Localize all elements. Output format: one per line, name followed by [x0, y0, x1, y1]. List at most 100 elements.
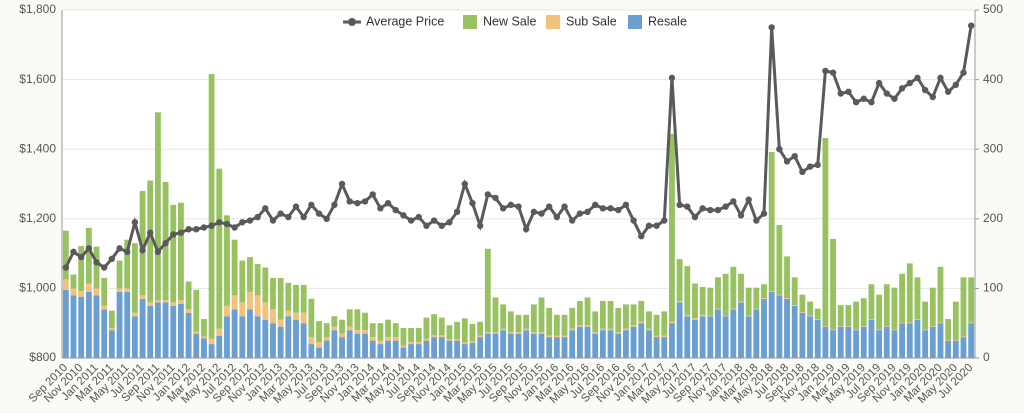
bar: [185, 281, 192, 310]
bar: [929, 326, 936, 358]
bar: [170, 204, 177, 303]
bar: [131, 316, 138, 358]
bar: [354, 333, 361, 358]
y2-tick-label: 400: [983, 72, 1003, 86]
bar: [369, 323, 376, 338]
bar: [715, 309, 721, 358]
bar: [438, 317, 445, 336]
price-point: [300, 213, 307, 221]
bar: [791, 277, 798, 306]
bar: [85, 291, 92, 358]
price-point: [246, 217, 254, 224]
bar: [561, 335, 568, 338]
bar: [768, 291, 775, 358]
bar: [139, 295, 146, 299]
bar: [461, 342, 468, 345]
bar: [599, 300, 606, 329]
price-point: [369, 191, 376, 198]
bar: [669, 133, 675, 322]
bar: [154, 302, 161, 358]
price-point: [392, 206, 399, 214]
bar: [116, 288, 123, 292]
bar: [124, 291, 131, 358]
price-point: [208, 222, 215, 229]
bar: [776, 295, 783, 358]
bar: [224, 215, 230, 306]
bar: [208, 344, 215, 358]
bar: [592, 332, 599, 334]
bar: [830, 330, 836, 358]
bar: [285, 316, 292, 358]
bar: [661, 337, 668, 358]
bar: [70, 295, 77, 358]
price-point: [193, 226, 200, 233]
price-point: [929, 93, 937, 101]
bar: [484, 248, 491, 333]
bar: [323, 323, 330, 338]
bar: [607, 300, 614, 329]
price-point: [522, 226, 530, 233]
bar: [860, 325, 867, 327]
price-point: [730, 198, 737, 205]
bar: [308, 298, 315, 338]
price-point: [607, 205, 614, 212]
bar: [446, 339, 453, 341]
bar: [745, 316, 752, 358]
price-point: [538, 210, 545, 217]
bar: [561, 314, 568, 336]
bar: [400, 347, 407, 358]
bar: [684, 314, 691, 317]
bar: [362, 330, 368, 334]
bar: [178, 303, 184, 358]
bar: [830, 238, 836, 330]
bar: [538, 332, 545, 334]
bar: [707, 287, 714, 316]
bar: [101, 309, 108, 358]
price-point: [338, 180, 346, 188]
bar: [423, 338, 430, 341]
bar: [891, 329, 898, 331]
bar: [185, 312, 192, 358]
bar: [270, 277, 276, 310]
bar: [85, 227, 92, 284]
bar: [929, 325, 936, 327]
price-point: [354, 199, 361, 207]
bar: [62, 289, 69, 358]
price-point: [814, 161, 821, 169]
price-point: [561, 203, 568, 210]
bar: [960, 277, 967, 337]
bar: [952, 301, 959, 340]
bar: [339, 319, 345, 334]
bar: [952, 340, 959, 358]
price-point: [569, 217, 576, 224]
price-point: [921, 86, 929, 94]
bar: [952, 339, 959, 341]
bar: [622, 330, 629, 358]
bar: [185, 309, 192, 313]
price-point: [676, 201, 683, 209]
price-point: [638, 233, 645, 240]
bar: [162, 302, 169, 358]
bar: [408, 328, 415, 342]
y-tick-label: $1,400: [19, 141, 56, 155]
price-point: [93, 259, 100, 266]
bar: [70, 288, 77, 296]
bar: [776, 294, 783, 296]
bar: [193, 289, 200, 332]
bar: [883, 326, 890, 358]
bar: [293, 319, 299, 358]
bar: [929, 287, 936, 326]
price-point: [545, 203, 553, 210]
price-point: [484, 191, 492, 198]
bar: [438, 337, 445, 358]
bar: [945, 319, 952, 340]
bar: [569, 328, 576, 331]
bar: [538, 333, 545, 358]
price-point: [584, 208, 591, 216]
bar: [899, 323, 906, 358]
price-point: [630, 217, 637, 224]
price-point: [653, 222, 660, 229]
y-tick-label: $1,800: [19, 2, 56, 16]
bar: [730, 266, 737, 309]
